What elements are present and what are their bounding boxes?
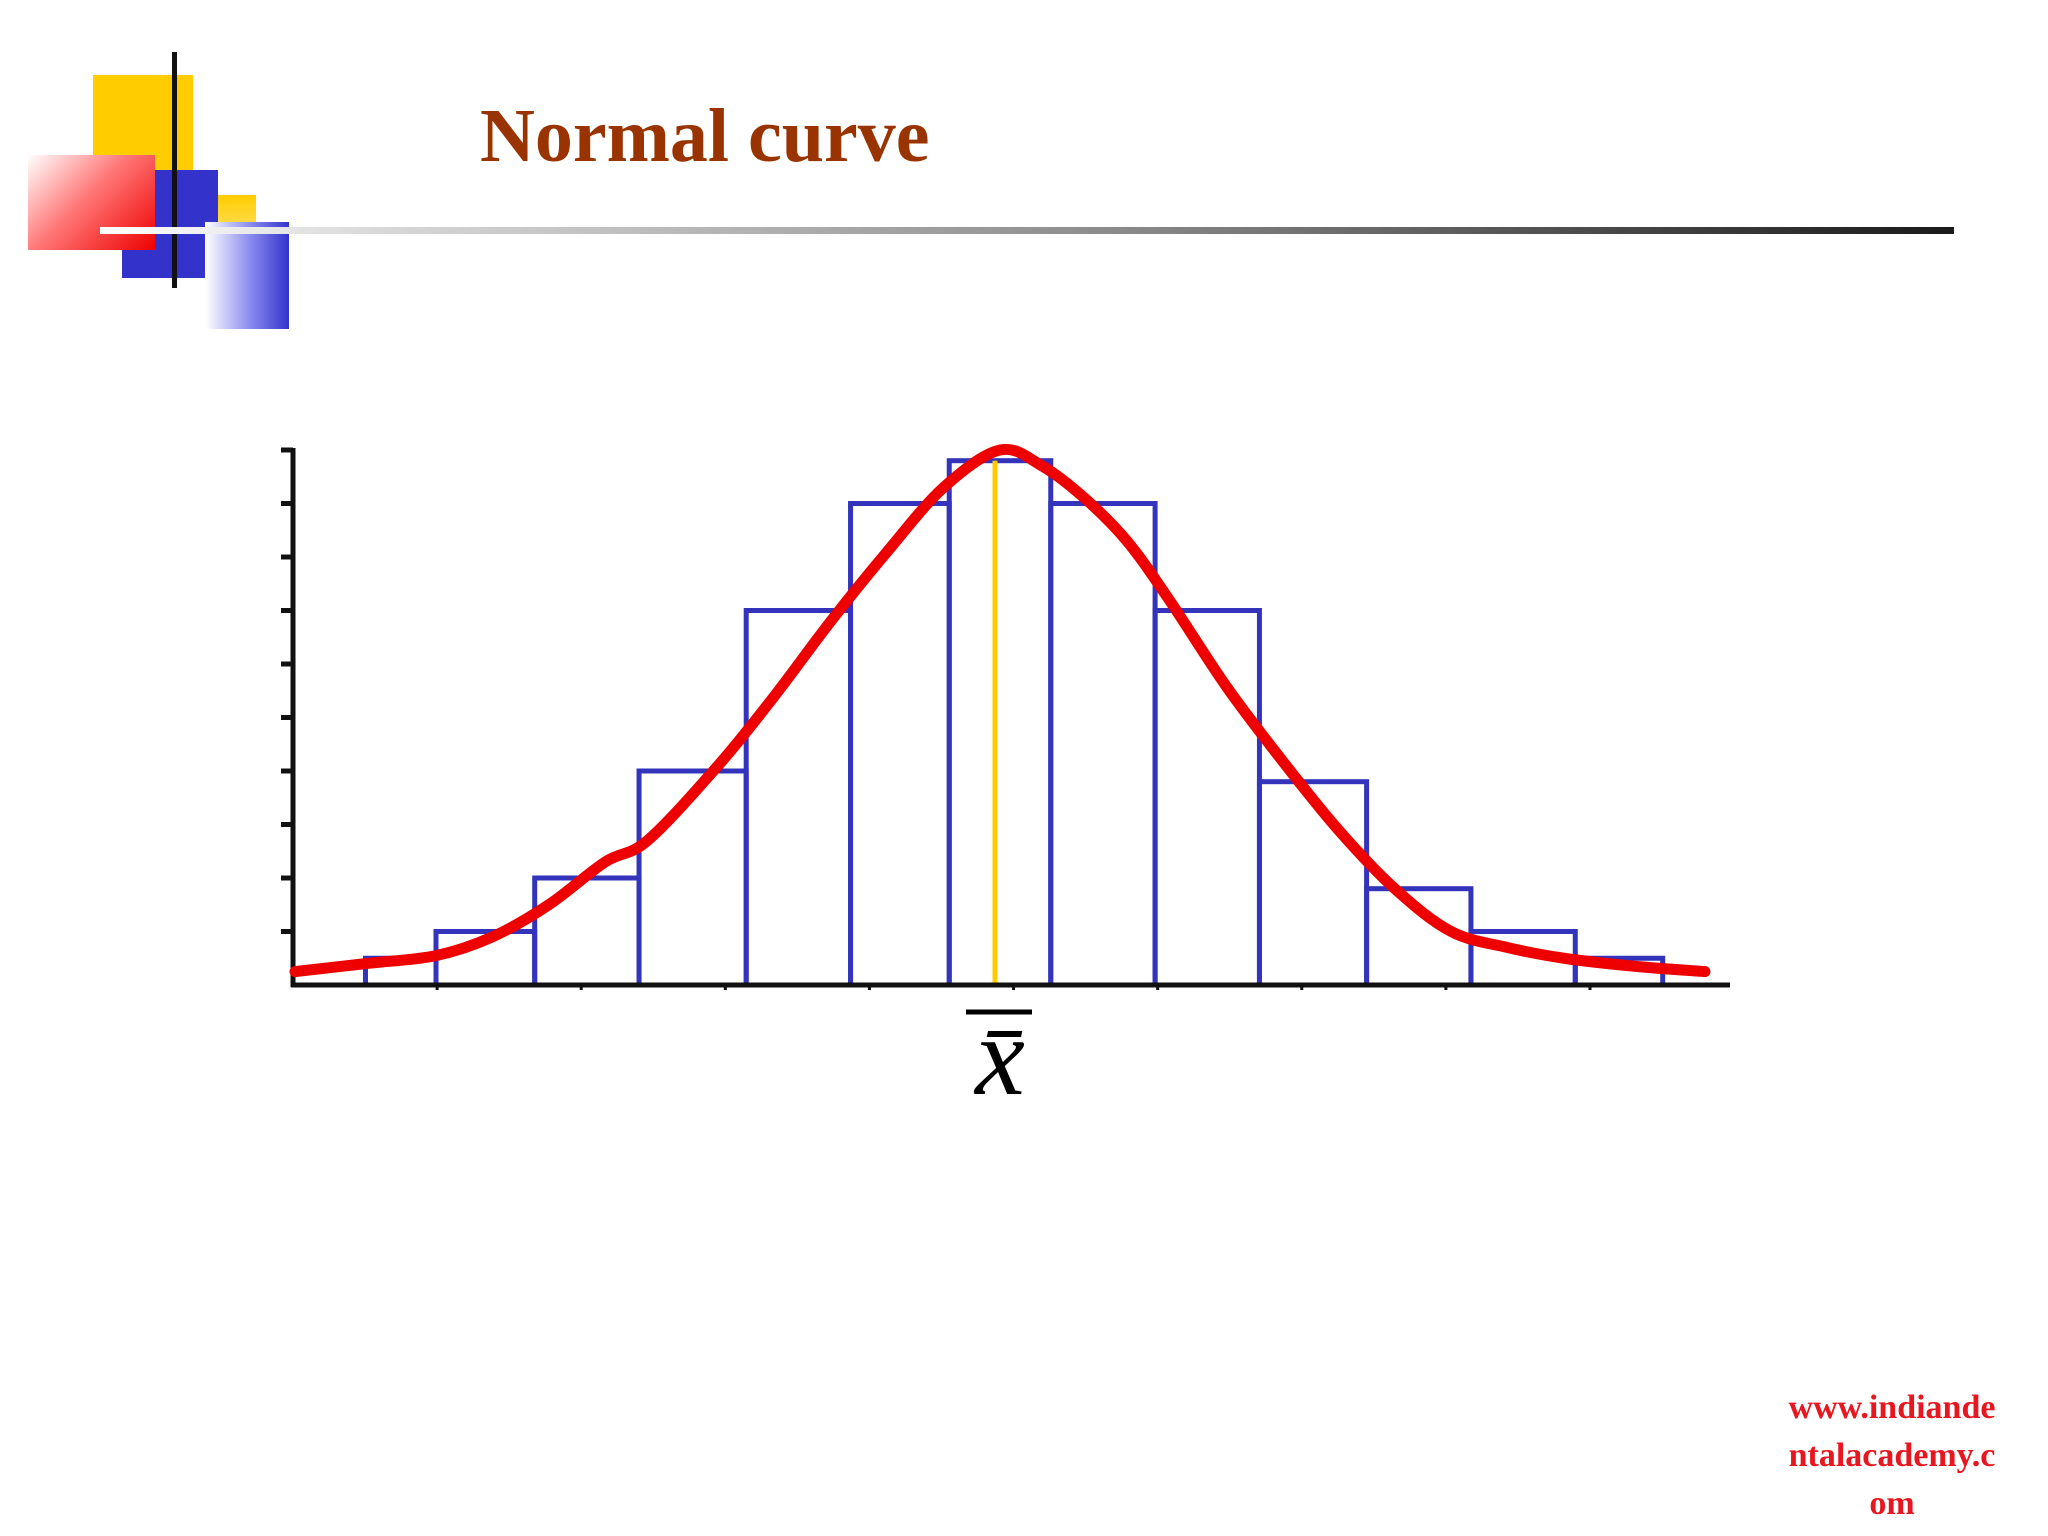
histogram-bar-3: [532, 875, 642, 988]
title-divider: [100, 227, 1954, 234]
red-gradient-square-icon: [28, 155, 155, 250]
histogram-bar-10: [1256, 779, 1370, 988]
normal-curve-layer: [289, 443, 1711, 978]
histogram-bar-7: [946, 458, 1054, 988]
normal-curve: [289, 443, 1711, 978]
slide-title: Normal curve: [480, 94, 930, 178]
vertical-black-line: [172, 52, 177, 288]
histogram-bars: [363, 458, 1666, 988]
histogram-bar-4: [636, 768, 749, 988]
footer-website: www.indiande ntalacademy.c om: [1788, 1389, 1996, 1522]
x-axis-label-mean: x̄: [973, 995, 1025, 1119]
blue-gradient-square-icon: [205, 222, 289, 329]
histogram-bar-8: [1048, 501, 1158, 988]
axes: [281, 447, 1730, 990]
